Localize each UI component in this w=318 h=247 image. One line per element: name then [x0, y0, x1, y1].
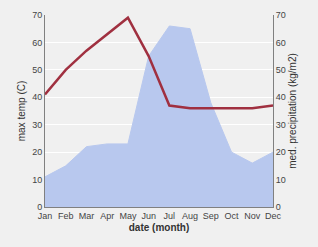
- svg-text:10: 10: [276, 175, 286, 185]
- svg-text:Mar: Mar: [79, 211, 95, 221]
- svg-text:30: 30: [276, 120, 286, 130]
- svg-text:50: 50: [276, 65, 286, 75]
- svg-text:60: 60: [276, 38, 286, 48]
- svg-text:Aug: Aug: [182, 211, 198, 221]
- svg-text:70: 70: [276, 10, 286, 20]
- svg-text:70: 70: [32, 10, 42, 20]
- svg-text:med. precipitation (kg/m2): med. precipitation (kg/m2): [287, 53, 298, 169]
- svg-text:Nov: Nov: [244, 211, 261, 221]
- svg-text:30: 30: [32, 120, 42, 130]
- svg-text:50: 50: [32, 65, 42, 75]
- svg-text:max temp (C): max temp (C): [16, 81, 27, 142]
- svg-text:date (month): date (month): [129, 222, 190, 233]
- svg-text:0: 0: [37, 202, 42, 212]
- svg-text:20: 20: [32, 147, 42, 157]
- svg-text:Feb: Feb: [58, 211, 74, 221]
- svg-text:Jan: Jan: [38, 211, 53, 221]
- svg-text:Jul: Jul: [164, 211, 176, 221]
- svg-text:Sep: Sep: [203, 211, 219, 221]
- svg-text:10: 10: [32, 175, 42, 185]
- svg-text:40: 40: [276, 92, 286, 102]
- svg-text:Dec: Dec: [265, 211, 282, 221]
- svg-text:Jun: Jun: [141, 211, 156, 221]
- svg-text:May: May: [119, 211, 137, 221]
- svg-text:Apr: Apr: [100, 211, 114, 221]
- svg-text:40: 40: [32, 92, 42, 102]
- svg-text:0: 0: [276, 202, 281, 212]
- svg-text:60: 60: [32, 38, 42, 48]
- svg-text:20: 20: [276, 147, 286, 157]
- svg-text:Oct: Oct: [225, 211, 240, 221]
